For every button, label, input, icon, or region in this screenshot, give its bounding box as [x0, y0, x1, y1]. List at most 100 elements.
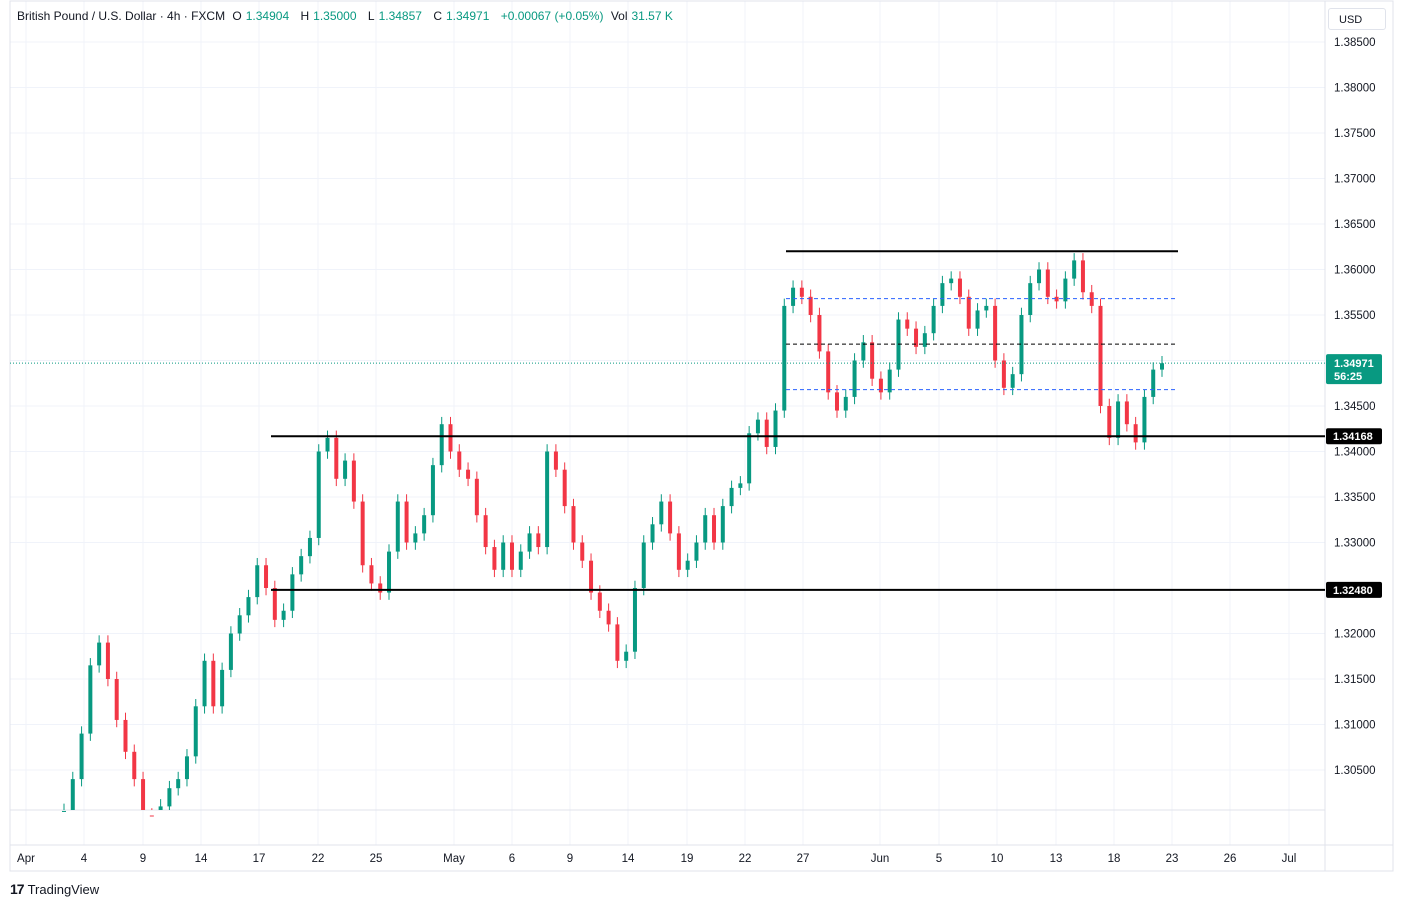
time-axis-label: 14: [195, 853, 208, 865]
candle-up: [193, 699, 198, 764]
price-axis-label: 1.37500: [1334, 128, 1376, 140]
candle-down: [589, 553, 594, 600]
candle-down: [360, 494, 365, 573]
chart-border: [9, 0, 1394, 872]
time-axis-label: Jul: [1282, 853, 1297, 865]
candle-up: [255, 557, 260, 605]
candle-body: [975, 310, 980, 329]
low-label: L: [367, 9, 375, 23]
candle-up: [518, 544, 523, 578]
candle-body: [553, 451, 558, 470]
candle-body: [1151, 369, 1156, 397]
time-axis: Apr 4 9 14 17 22 25 May 6 9 14 19 22 27 Jun 5 10 13 18 23 26…: [17, 853, 1296, 865]
candle-body: [966, 296, 971, 329]
time-axis-label: 9: [567, 853, 573, 865]
candle-body: [246, 597, 251, 616]
time-axis-label: 10: [991, 853, 1004, 865]
price-axis-label: 1.38000: [1334, 83, 1376, 95]
symbol-title[interactable]: British Pound / U.S. Dollar · 4h · FXCM: [17, 9, 226, 23]
candle-body: [158, 806, 163, 810]
candle-body: [799, 287, 804, 297]
candle-up: [299, 548, 304, 582]
time-axis-label: 14: [622, 853, 635, 865]
candle-body: [299, 556, 304, 575]
change-value: +0.00067 (+0.05%): [500, 9, 604, 23]
candle-up: [527, 526, 532, 559]
candle-body: [1160, 363, 1164, 370]
open-label: O: [232, 9, 242, 23]
bar-countdown: 56:25: [1334, 371, 1362, 383]
candle-up: [97, 635, 102, 673]
price-axis-label: 1.33500: [1334, 492, 1376, 504]
candle-down: [553, 444, 558, 477]
candle-up: [62, 803, 66, 812]
currency-selector[interactable]: USD: [1328, 8, 1386, 30]
candle-body: [123, 719, 128, 752]
candles: [62, 253, 1164, 817]
candle-body: [1133, 424, 1138, 443]
candle-body: [580, 542, 585, 561]
time-axis-label: Jun: [871, 853, 890, 865]
candle-body: [914, 328, 919, 347]
candle-body: [993, 305, 998, 361]
candle-body: [88, 665, 93, 734]
level-price-box: [1326, 428, 1382, 445]
candle-down: [1107, 398, 1112, 446]
candle-down: [606, 603, 611, 632]
candle-down: [957, 271, 962, 305]
candle-body: [105, 642, 110, 679]
candle-down: [264, 557, 269, 596]
candle-body: [448, 424, 453, 452]
candle-up: [729, 480, 734, 514]
candle-down: [676, 526, 681, 578]
candle-up: [703, 507, 708, 550]
candle-body: [984, 305, 989, 311]
candle-up: [1010, 366, 1015, 396]
candle-body: [474, 478, 479, 516]
close-value: 1.34971: [445, 9, 490, 23]
open-value: 1.34904: [245, 9, 290, 23]
candle-up: [290, 567, 295, 619]
candle-down: [474, 471, 479, 523]
candle-down: [351, 453, 356, 509]
tradingview-logo[interactable]: 17 TradingView: [10, 881, 99, 897]
candle-up: [738, 476, 743, 496]
candle-body: [395, 501, 400, 552]
candle-down: [141, 771, 146, 810]
candle-body: [430, 465, 435, 516]
candle-body: [1028, 283, 1033, 315]
candle-up: [430, 457, 435, 523]
candle-body: [782, 305, 787, 411]
candle-body: [1037, 269, 1042, 284]
candle-up: [1142, 389, 1147, 450]
candle-body: [325, 437, 330, 452]
candle-body: [351, 460, 356, 502]
candle-body: [826, 351, 831, 393]
volume-label: Vol: [610, 9, 628, 23]
candle-body: [957, 278, 962, 297]
candle-body: [808, 296, 813, 315]
candle-down: [492, 539, 497, 578]
candle-body: [360, 501, 365, 566]
candle-down: [105, 635, 110, 687]
candle-down: [615, 617, 620, 669]
candle-up: [202, 653, 207, 714]
candle-down: [1054, 289, 1059, 309]
candle-body: [114, 679, 119, 720]
candle-body: [632, 588, 637, 652]
candle-up: [632, 580, 637, 659]
candle-up: [1019, 307, 1024, 382]
candle-body: [228, 633, 233, 670]
candle-body: [79, 733, 84, 780]
candle-up: [843, 389, 848, 418]
level-price-label: 1.34168: [1326, 428, 1382, 445]
candle-down: [404, 494, 409, 550]
candle-down: [808, 289, 813, 323]
candle-body: [1045, 269, 1050, 297]
candle-body: [878, 378, 883, 393]
price-axis-label: 1.34500: [1334, 401, 1376, 413]
time-axis-label: 22: [312, 853, 325, 865]
time-axis-label: May: [443, 853, 465, 865]
candle-body: [834, 392, 839, 411]
